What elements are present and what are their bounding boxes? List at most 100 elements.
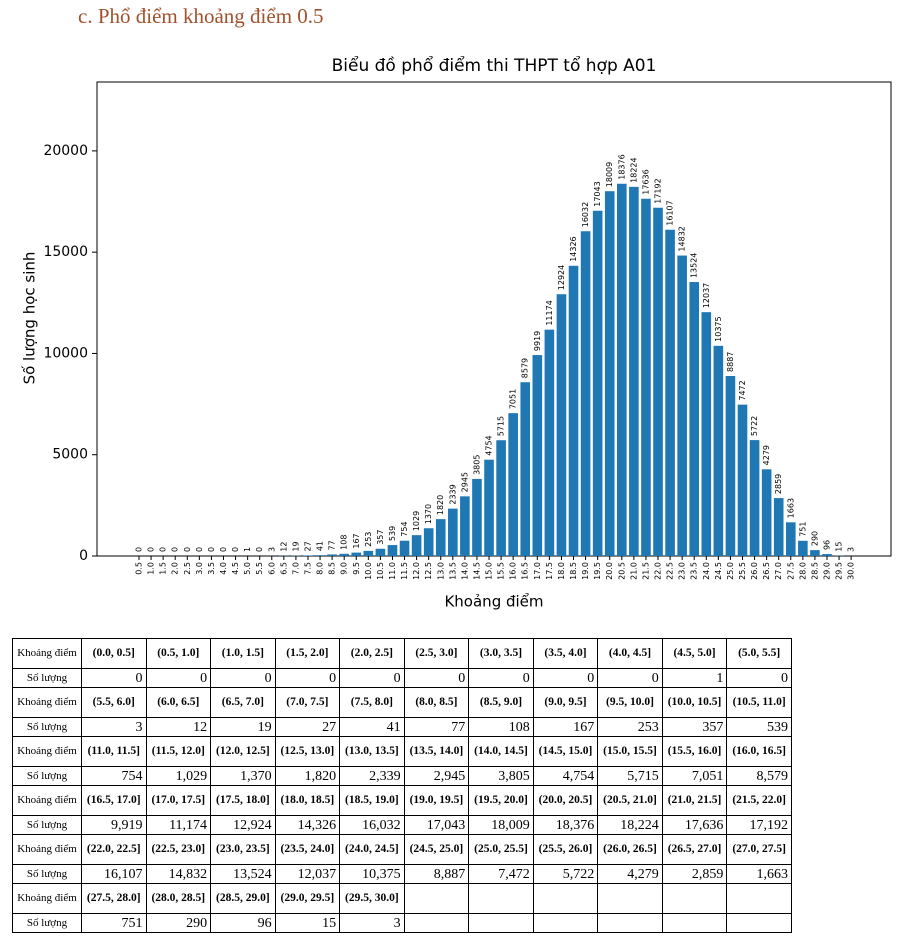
value-label: 0: [171, 547, 180, 552]
value-label: 14326: [569, 236, 578, 261]
table-cell: 0: [468, 668, 534, 688]
bar: [532, 355, 543, 556]
table-cell: 77: [403, 717, 470, 737]
x-tick-label: 3.0: [195, 562, 204, 575]
value-label: 12037: [702, 283, 711, 308]
table-cell: (22.5, 23.0]: [145, 834, 212, 865]
x-tick-label: 29.5: [835, 562, 844, 580]
table-cell: 0: [532, 668, 599, 688]
table-cell: 8,579: [726, 766, 792, 786]
bar: [544, 329, 555, 556]
empty-cell: [726, 883, 792, 914]
value-label: 1029: [412, 511, 421, 531]
value-label: 14832: [678, 226, 687, 251]
value-label: 15: [835, 542, 844, 552]
table-cell: (5.0, 5.5]: [726, 638, 792, 669]
bar: [713, 345, 724, 556]
table-cell: 253: [597, 717, 663, 737]
bar: [677, 255, 687, 556]
value-label: 539: [388, 526, 397, 541]
table-row: Số lượng 3 12 19 27 41 77 108 167 253 357 539: [12, 717, 792, 737]
value-label: 754: [400, 521, 409, 536]
bar: [641, 198, 651, 557]
value-label: 10375: [714, 316, 723, 341]
bar: [508, 413, 518, 556]
row-label: Số lượng: [12, 913, 82, 933]
value-label: 0: [135, 547, 144, 552]
x-tick-label: 5.5: [255, 562, 264, 575]
table-cell: (20.5, 21.0]: [597, 785, 663, 816]
empty-cell: [532, 913, 599, 933]
table-cell: (21.0, 21.5]: [661, 785, 728, 816]
table-cell: 2,859: [661, 864, 728, 884]
table-cell: (22.0, 22.5]: [81, 834, 147, 865]
table-cell: (23.5, 24.0]: [274, 834, 341, 865]
row-label: Khoảng điểm: [12, 834, 82, 865]
table-cell: 1: [661, 668, 728, 688]
x-tick-label: 0.5: [135, 562, 144, 575]
table-cell: (2.5, 3.0]: [403, 638, 470, 669]
row-label: Số lượng: [12, 864, 82, 884]
table-cell: (5.5, 6.0]: [81, 687, 147, 718]
value-label: 2339: [448, 484, 457, 504]
row-label: Số lượng: [12, 717, 82, 737]
x-tick-label: 23.5: [690, 562, 699, 580]
table-cell: (23.0, 23.5]: [210, 834, 276, 865]
table-cell: (9.0, 9.5]: [532, 687, 599, 718]
x-tick-label: 13.0: [436, 562, 445, 580]
table-cell: (26.0, 26.5]: [597, 834, 663, 865]
table-cell: 167: [532, 717, 599, 737]
table-cell: 0: [210, 668, 276, 688]
value-label: 0: [195, 547, 204, 552]
value-label: 96: [822, 540, 831, 550]
table-cell: (10.0, 10.5]: [661, 687, 728, 718]
table-cell: (3.5, 4.0]: [532, 638, 599, 669]
value-label: 16107: [666, 200, 675, 225]
table-cell: 9,919: [81, 815, 147, 835]
value-label: 0: [255, 547, 264, 552]
table-row: Khoảng điểm (5.5, 6.0] (6.0, 6.5] (6.5, 7.0…: [12, 687, 792, 718]
bar: [773, 498, 784, 556]
table-cell: 0: [726, 668, 792, 688]
table-cell: 18,224: [597, 815, 663, 835]
value-label: 8887: [726, 352, 735, 372]
value-label: 8579: [521, 358, 530, 378]
value-label: 108: [340, 535, 349, 550]
bar: [810, 550, 820, 556]
value-label: 17192: [654, 178, 663, 203]
bar: [484, 459, 494, 556]
value-label: 0: [207, 547, 216, 552]
value-label: 3: [847, 547, 856, 552]
row-label: Khoảng điểm: [12, 638, 82, 669]
bar: [568, 265, 579, 556]
table-cell: (16.5, 17.0]: [81, 785, 147, 816]
table-cell: 14,832: [145, 864, 212, 884]
x-tick-label: 10.5: [376, 562, 385, 580]
value-label: 1: [243, 547, 252, 552]
table-cell: 12: [145, 717, 212, 737]
table-cell: 0: [81, 668, 147, 688]
x-tick-label: 2.5: [183, 562, 192, 575]
x-tick-label: 30.0: [847, 562, 856, 580]
table-cell: (27.5, 28.0]: [81, 883, 147, 914]
x-tick-label: 4.0: [219, 562, 228, 575]
value-label: 2859: [774, 474, 783, 494]
x-tick-label: 1.5: [159, 562, 168, 575]
x-tick-label: 26.5: [762, 562, 771, 580]
value-label: 751: [798, 522, 807, 537]
table-cell: (4.0, 4.5]: [597, 638, 663, 669]
y-tick-label: 20000: [43, 143, 88, 159]
table-cell: (14.5, 15.0]: [532, 736, 599, 767]
table-cell: (7.5, 8.0]: [339, 687, 405, 718]
table-cell: (10.5, 11.0]: [726, 687, 792, 718]
table-cell: (1.0, 1.5]: [210, 638, 276, 669]
table-row: Khoảng điểm (11.0, 11.5] (11.5, 12.0] (12.0…: [12, 736, 792, 767]
x-tick-label: 25.0: [726, 562, 735, 580]
value-label: 16032: [581, 202, 590, 227]
table-cell: (14.0, 14.5]: [468, 736, 534, 767]
x-tick-label: 28.0: [798, 562, 807, 580]
x-tick-label: 13.5: [448, 562, 457, 580]
x-tick-label: 16.0: [509, 562, 518, 580]
table-cell: 18,376: [532, 815, 599, 835]
table-row: Khoảng điểm (16.5, 17.0] (17.0, 17.5] (17.5…: [12, 785, 792, 816]
